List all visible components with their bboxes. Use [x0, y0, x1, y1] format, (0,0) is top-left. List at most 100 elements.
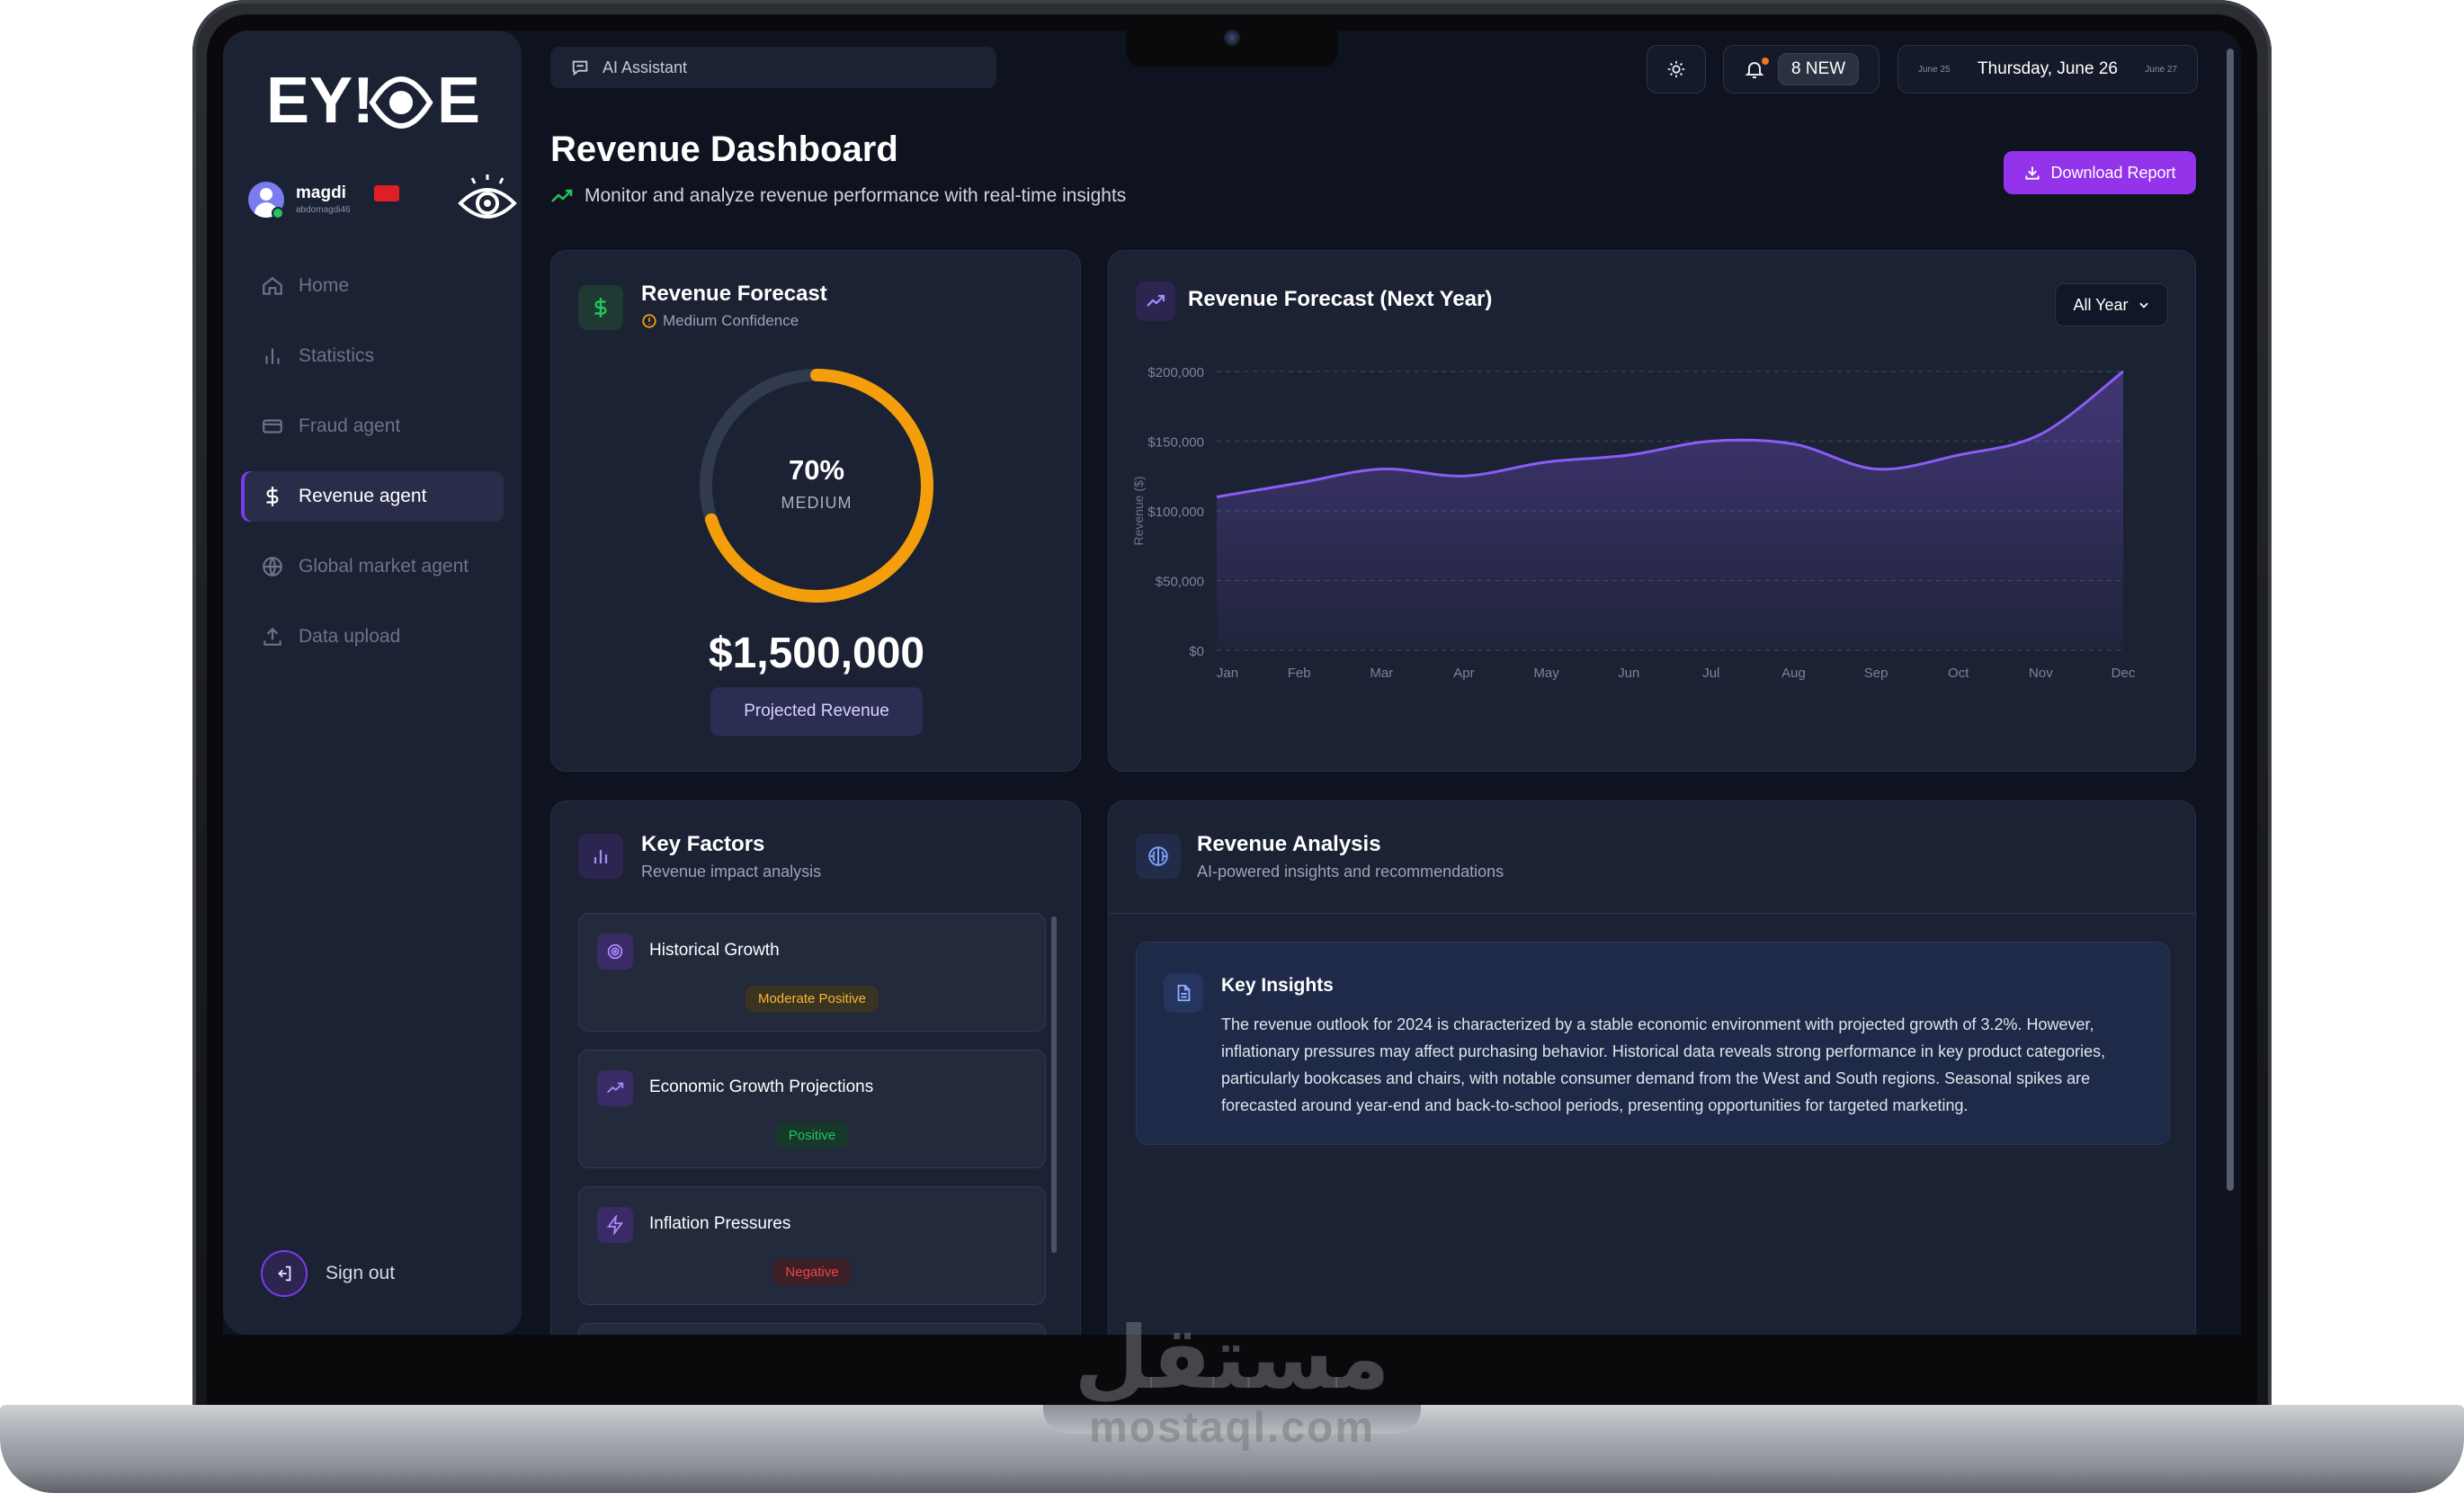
impact-badge: Moderate Positive [745, 986, 879, 1012]
factor-list-scrollbar[interactable] [1051, 916, 1057, 1253]
download-report-button[interactable]: Download Report [2004, 151, 2196, 194]
revenue-analysis-title: Revenue Analysis [1197, 832, 1381, 856]
brand-logo: EY! E [266, 65, 480, 137]
ai-assistant-label: AI Assistant [603, 58, 688, 76]
page-subtitle-text: Monitor and analyze revenue performance … [585, 185, 1127, 206]
x-tick-label: Sep [1864, 666, 1888, 681]
confidence-text: Medium Confidence [663, 312, 799, 329]
x-tick-label: Jun [1618, 666, 1639, 681]
x-tick-label: Nov [2029, 666, 2053, 681]
series-line [1216, 370, 2124, 498]
sidebar-item-home[interactable]: Home [241, 261, 504, 311]
bar-chart-icon [578, 834, 623, 879]
sidebar-item-label: Global market agent [299, 556, 469, 577]
period-select-value: All Year [2073, 295, 2129, 314]
y-tick-label: $50,000 [1156, 575, 1204, 590]
date-current: Thursday, June 26 [1977, 59, 2118, 78]
user-name: magdi [296, 183, 346, 202]
factor-item[interactable]: Inflation Pressures Negative [578, 1186, 1046, 1305]
factor-name: Economic Growth Projections [649, 1077, 874, 1096]
chat-icon [572, 60, 588, 76]
notification-dot [1762, 58, 1769, 65]
date-navigator[interactable]: June 25 Thursday, June 26 June 27 [1897, 45, 2198, 94]
watermark: مستقل mostaql.com [1025, 1313, 1439, 1475]
document-icon [1164, 973, 1203, 1013]
sidebar-item-global-market-agent[interactable]: Global market agent [241, 541, 504, 592]
home-icon [263, 276, 282, 295]
trend-up-icon [551, 189, 573, 202]
y-tick-label: $100,000 [1147, 505, 1204, 520]
sidebar: EY! E magdi abdomagdi46 Home [223, 31, 522, 1335]
date-next[interactable]: June 27 [2145, 64, 2177, 75]
x-tick-label: Jul [1702, 666, 1719, 681]
y-axis-label: Revenue ($) [1131, 476, 1146, 545]
factor-item[interactable]: Economic Growth Projections Positive [578, 1050, 1046, 1168]
page-subtitle: Monitor and analyze revenue performance … [550, 185, 1126, 207]
sidebar-item-statistics[interactable]: Statistics [241, 331, 504, 381]
impact-badge: Positive [775, 1122, 849, 1149]
credit-card-icon [263, 419, 282, 434]
sidebar-item-data-upload[interactable]: Data upload [241, 612, 504, 662]
theme-toggle-button[interactable] [1647, 45, 1706, 94]
page-scrollbar[interactable] [2225, 31, 2236, 1335]
sidebar-item-label: Data upload [299, 626, 401, 647]
factor-item-partial[interactable] [578, 1323, 1046, 1335]
revenue-analysis-card: Revenue Analysis AI-powered insights and… [1108, 800, 2197, 1335]
notifications-button[interactable]: 8 NEW [1723, 45, 1879, 94]
sidebar-item-label: Fraud agent [299, 416, 401, 436]
bar-chart-icon [265, 348, 280, 364]
app-screen: EY! E magdi abdomagdi46 Home [223, 31, 2241, 1335]
x-tick-label: Dec [2111, 666, 2136, 681]
trend-up-icon [597, 1070, 633, 1106]
sidebar-item-label: Revenue agent [299, 486, 427, 506]
factor-name: Historical Growth [649, 941, 780, 960]
projected-revenue-badge: Projected Revenue [710, 687, 923, 736]
sidebar-item-revenue-agent[interactable]: Revenue agent [241, 471, 504, 522]
y-tick-label: $0 [1189, 644, 1204, 659]
scrollbar-thumb[interactable] [2227, 49, 2234, 1191]
factor-item[interactable]: Historical Growth Moderate Positive [578, 913, 1046, 1032]
sidebar-item-label: Home [299, 275, 350, 296]
sign-out-button[interactable]: Sign out [261, 1250, 395, 1297]
date-prev[interactable]: June 25 [1918, 64, 1951, 75]
svg-text:EY!: EY! [266, 65, 374, 137]
x-tick-label: Aug [1781, 666, 1806, 681]
page-title: Revenue Dashboard [550, 130, 898, 169]
y-tick-label: $150,000 [1147, 435, 1204, 451]
notification-count-badge: 8 NEW [1778, 53, 1860, 85]
download-icon [2025, 166, 2040, 180]
period-select[interactable]: All Year [2055, 283, 2168, 326]
watermark-latin: mostaql.com [1088, 1404, 1376, 1452]
camera-icon [1224, 30, 1240, 46]
factor-list: Historical Growth Moderate Positive Econ… [578, 913, 1046, 1335]
upload-icon [263, 627, 281, 646]
projected-amount: $1,500,000 [708, 630, 925, 677]
gauge-level: MEDIUM [781, 494, 853, 512]
user-email: abdomagdi46 [296, 205, 351, 215]
trend-up-icon [1136, 282, 1175, 321]
key-insights-panel: Key Insights The revenue outlook for 202… [1136, 942, 2170, 1145]
x-tick-label: Apr [1453, 666, 1474, 681]
dollar-icon [266, 487, 279, 506]
watermark-arabic: مستقل [1074, 1308, 1390, 1408]
sun-icon [1667, 60, 1685, 78]
dollar-icon [578, 285, 623, 330]
key-insights-text: The revenue outlook for 2024 is characte… [1221, 1015, 2106, 1114]
revenue-analysis-subtitle: AI-powered insights and recommendations [1197, 863, 1504, 881]
factor-name: Inflation Pressures [649, 1214, 791, 1233]
key-factors-subtitle: Revenue impact analysis [641, 863, 822, 881]
ai-assistant-button[interactable]: AI Assistant [550, 47, 996, 88]
target-icon [597, 934, 633, 970]
y-tick-label: $200,000 [1147, 365, 1204, 380]
key-insights-title: Key Insights [1221, 975, 1334, 996]
bell-icon [1745, 62, 1764, 78]
x-tick-label: Oct [1948, 666, 1969, 681]
country-flag-icon [374, 185, 399, 201]
x-tick-label: Jan [1217, 666, 1238, 681]
eye-icon[interactable] [457, 174, 518, 228]
impact-badge: Negative [772, 1259, 852, 1285]
online-status-dot [272, 207, 284, 219]
user-profile[interactable]: magdi abdomagdi46 [248, 174, 517, 230]
download-report-label: Download Report [2050, 163, 2176, 182]
sidebar-item-fraud-agent[interactable]: Fraud agent [241, 401, 504, 451]
